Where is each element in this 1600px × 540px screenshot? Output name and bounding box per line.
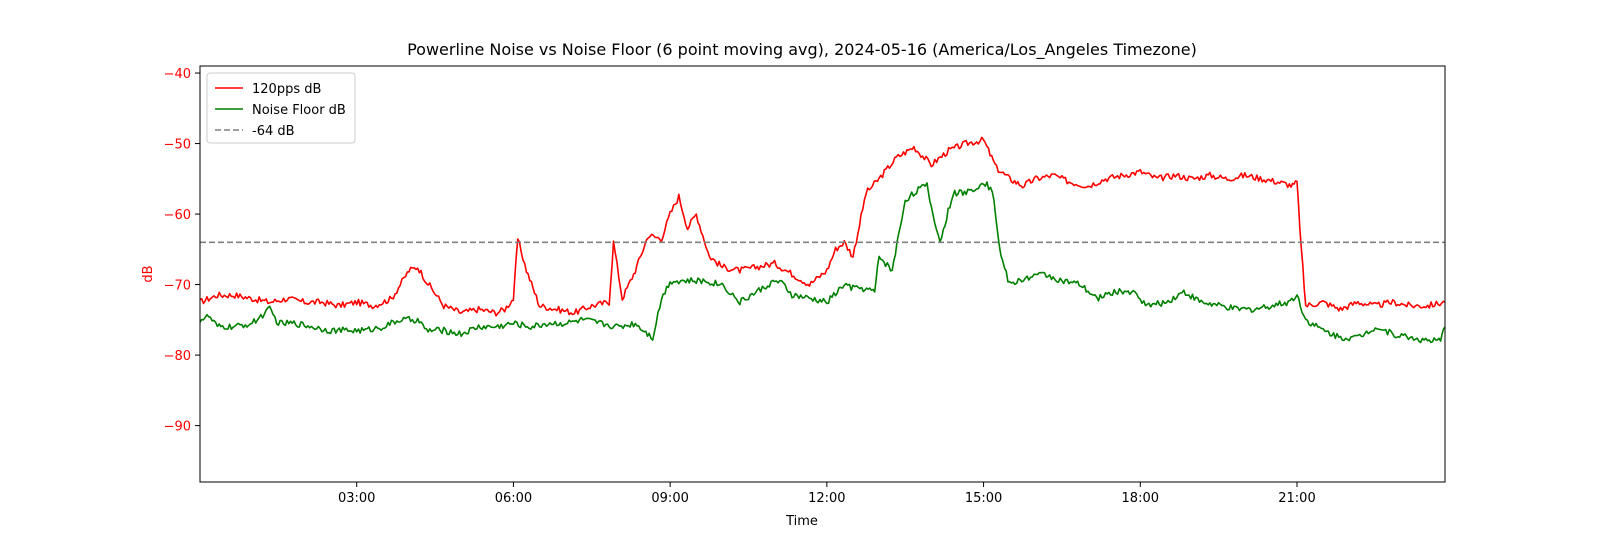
x-tick-label: 21:00 [1278,491,1315,506]
legend-entry: 120pps dB [252,82,321,97]
plot-area [199,65,1446,483]
x-tick-label: 03:00 [338,491,375,506]
y-axis-label: dB [141,265,156,282]
series-line-1 [199,136,1446,317]
x-tick-label: 15:00 [965,491,1002,506]
y-axis-ticks: −90 −80 −70 −60 −50 −40 [164,67,200,435]
x-tick-label: 18:00 [1122,491,1159,506]
legend-entry: -64 dB [252,124,295,139]
x-tick-label: 06:00 [495,491,532,506]
x-axis-ticks: 03:00 06:00 09:00 12:00 15:00 18:00 21:00 [338,482,1316,506]
y-tick-label: −60 [164,208,191,223]
chart-title: Powerline Noise vs Noise Floor (6 point … [407,40,1197,60]
legend-entry: Noise Floor dB [252,103,346,118]
plot-frame [199,65,1446,483]
legend: 120pps dB Noise Floor dB -64 dB [206,72,356,144]
x-tick-label: 09:00 [651,491,688,506]
y-tick-label: −50 [164,138,191,153]
x-tick-label: 12:00 [808,491,845,506]
y-tick-label: −80 [164,349,191,364]
series-line-2 [199,181,1446,344]
y-tick-label: −40 [164,67,191,82]
x-axis-label: Time [785,514,818,529]
y-tick-label: −90 [164,420,191,435]
y-tick-label: −70 [164,279,191,294]
legend-box [206,72,356,144]
